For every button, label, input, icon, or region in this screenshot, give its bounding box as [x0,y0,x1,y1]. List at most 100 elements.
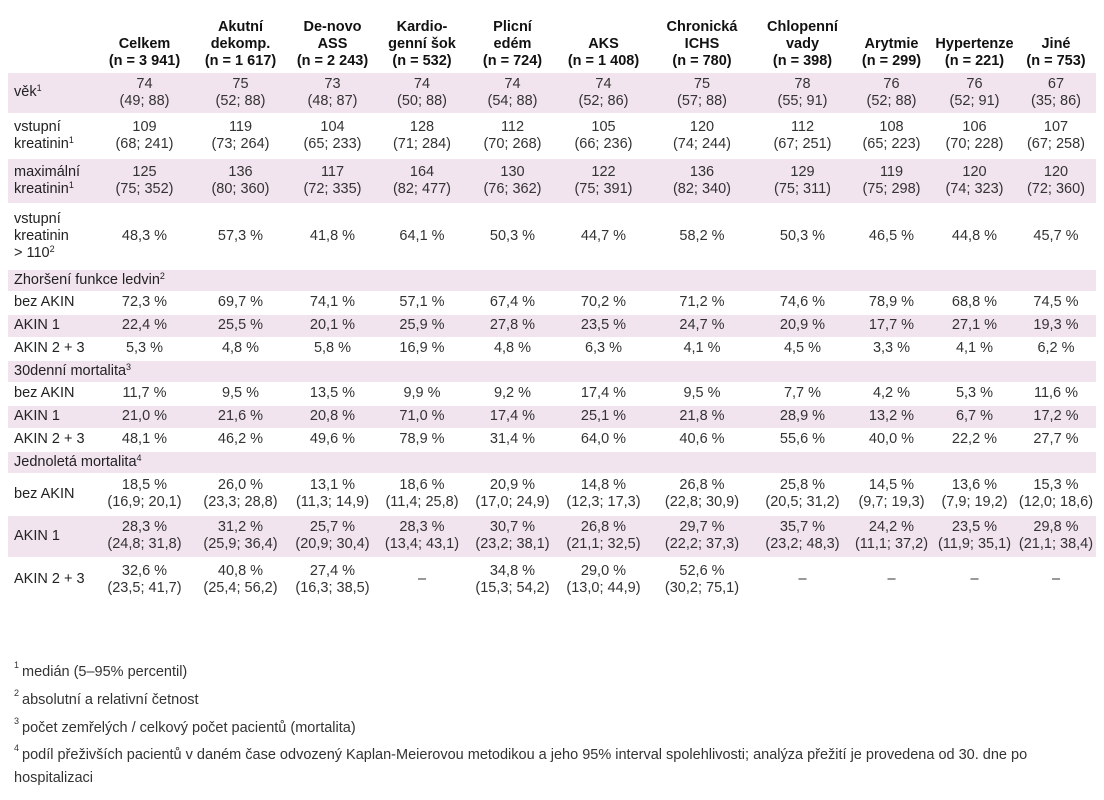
row-label: AKIN 1 [8,514,96,557]
cell-line: 112 [500,118,525,135]
footnote-number: 1 [14,660,20,670]
table-cell: 64,0 % [558,427,649,451]
table-cell: 9,5 % [649,381,755,405]
cell-line: 46,2 % [217,431,264,447]
table-cell: – [1016,556,1096,602]
cell-line: 48,1 % [121,431,168,447]
section-row: Jednoletá mortalita4 [8,450,1096,473]
table-cell: 4,5 % [755,336,850,360]
table-cell: 3,3 % [850,336,933,360]
table-cell: 40,8 % (25,4; 56,2) [193,556,288,602]
table-row: AKIN 1 28,3 % (24,8; 31,8) 31,2 % (25,9; 36,… [8,514,1096,557]
table-cell: 41,8 % [288,202,377,269]
cell-line: (13,0; 44,9) [566,579,641,596]
table-cell: 46,2 % [193,427,288,451]
cell-line: 21,8 % [679,408,725,424]
cell-line: (65; 223) [862,135,921,152]
table-cell: 4,1 % [933,336,1016,360]
table-cell: 20,8 % [288,404,377,428]
row-label: bez AKIN [8,381,96,405]
cell-line: 6,2 % [1037,340,1075,356]
row-label-line: kreatinin [14,180,69,197]
table-row: AKIN 1 21,0 % 21,6 % 20,8 % 71,0 % 17,4 % 25,1… [8,404,1096,428]
cell-line: 4,8 % [493,340,532,356]
column-header: Akutní dekomp. (n = 1 617) [193,6,288,73]
cell-line: 122 [591,163,616,180]
column-header-line: Jiné [1041,36,1071,52]
cell-line: (52; 88) [866,92,917,109]
cell-line: 76 [883,75,900,92]
table-row: vstupní kreatinin > 1102 48,3 % 57,3 % 41,8 %… [8,202,1096,269]
table-cell: 25,9 % [377,313,467,337]
cell-line: (65; 233) [303,135,362,152]
table-row: AKIN 2 + 3 48,1 % 46,2 % 49,6 % 78,9 % 31,4 %… [8,427,1096,451]
table-cell: 71,2 % [649,290,755,314]
cell-line: 17,7 % [868,317,915,333]
cell-line: (73; 264) [211,135,270,152]
row-label-line: vstupní [14,210,61,227]
cell-line: 11,7 % [122,385,167,401]
table-cell: 29,8 % (21,1; 38,4) [1016,514,1096,557]
cell-line: (74; 244) [672,135,732,152]
table-cell: 74 (49; 88) [96,73,193,113]
column-header: Hypertenze (n = 221) [933,6,1016,73]
table-cell: 28,9 % [755,404,850,428]
table-cell: 120 (74; 244) [649,112,755,158]
footnote: 2 absolutní a relativní četnost [14,684,1094,712]
cell-line: 31,2 % [217,519,264,535]
cell-line: 22,2 % [951,431,998,447]
cell-line: 74 [413,75,431,92]
row-label: vstupní kreatinin > 1102 [8,202,96,269]
cell-line: 9,5 % [221,385,260,401]
cell-line: 13,2 % [868,408,915,424]
row-label-line: věk1 [14,84,94,101]
cell-line: 117 [320,163,345,180]
cell-line: 74 [136,75,153,92]
table-cell: 13,1 % (11,3; 14,9) [288,472,377,515]
table-row: bez AKIN 72,3 % 69,7 % 74,1 % 57,1 % 67,4 % 70… [8,290,1096,314]
cell-line: (66; 236) [574,135,633,152]
cell-line: 40,8 % [217,562,264,579]
cell-line: 64,1 % [399,227,445,244]
section-label: Zhoršení funkce ledvin2 [8,268,1096,291]
footnote-text: absolutní a relativní četnost [22,691,199,708]
cell-line: 18,5 % [121,477,168,493]
cell-line: (48; 87) [307,92,358,109]
section-label-text: Jednoletá mortalita [14,453,137,470]
cell-line: (23,2; 38,1) [475,536,550,552]
row-label-line: kreatinin1 [14,180,94,198]
column-header-line: vady [785,36,820,52]
table-row: AKIN 2 + 3 32,6 % (23,5; 41,7) 40,8 % (25,4;… [8,556,1096,602]
row-label: AKIN 1 [8,404,96,428]
table-cell: 5,3 % [933,381,1016,405]
cell-line: 21,6 % [217,408,264,424]
row-label-line: vstupní [14,118,61,135]
footnote: 1 medián (5–95% percentil) [14,656,1094,684]
table-row: maximální kreatinin1 125 (75; 352) 136 (80; 3… [8,157,1096,203]
cell-line: 9,9 % [403,385,441,401]
cell-line: 57,1 % [399,294,445,310]
table-cell: 35,7 % (23,2; 48,3) [755,514,850,557]
table-cell: 26,8 % (21,1; 32,5) [558,514,649,557]
table-cell: 44,7 % [558,202,649,269]
cell-line: (23,5; 41,7) [107,579,182,596]
table-row: věk1 74 (49; 88) 75 (52; 88) 73 (48; 87) 74 (50;… [8,73,1096,113]
table-cell: 19,3 % [1016,313,1096,337]
cell-line: 7,7 % [783,385,822,401]
table-cell: 25,8 % (20,5; 31,2) [755,472,850,515]
cell-line: 120 [962,163,987,180]
column-header: Celkem (n = 3 941) [96,6,193,73]
cell-line: (15,3; 54,2) [475,579,550,596]
table-cell: 40,0 % [850,427,933,451]
table-cell: 106 (70; 228) [933,112,1016,158]
row-label: maximální kreatinin1 [8,157,96,203]
cell-line: (71; 284) [392,135,452,152]
table-cell: 29,7 % (22,2; 37,3) [649,514,755,557]
cell-line: (82; 340) [672,180,732,197]
cell-line: 17,4 % [580,385,627,401]
cell-line: 25,9 % [399,317,445,333]
cell-line: 45,7 % [1033,227,1079,244]
table-cell: 67,4 % [467,290,558,314]
footnote-text: medián (5–95% percentil) [22,663,188,680]
header-row: Celkem (n = 3 941) Akutní dekomp. (n = 1 617… [8,6,1096,73]
